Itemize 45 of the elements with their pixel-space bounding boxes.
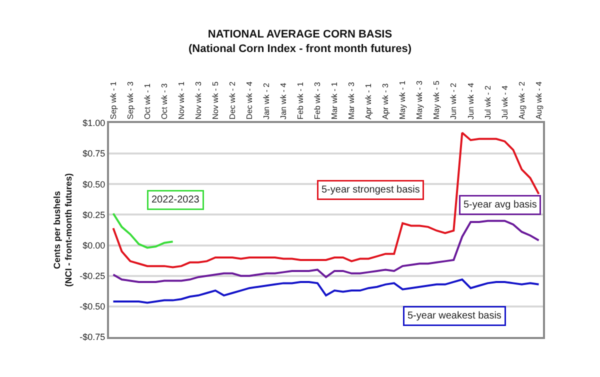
line-series <box>112 212 174 249</box>
y-tick-label: -$0.75 <box>80 332 106 342</box>
x-tick-label: Mar wk - 3 <box>347 82 356 120</box>
y-tick-label: $0.75 <box>82 148 106 159</box>
x-tick-label: Nov wk - 3 <box>194 81 203 120</box>
chart-title: NATIONAL AVERAGE CORN BASIS <box>208 28 392 41</box>
x-tick-label: Aug wk - 4 <box>534 81 544 120</box>
x-tick-label: May wk - 3 <box>415 80 424 120</box>
x-tick-label: Jan wk - 2 <box>262 82 272 120</box>
line-series <box>112 278 540 304</box>
text: 2022-2023 <box>152 194 200 206</box>
text: 5-year strongest basis <box>322 184 420 196</box>
x-tick-label: Jul wk - 4 <box>500 85 510 120</box>
x-tick-label: Sep wk - 3 <box>126 81 135 120</box>
line-series <box>112 132 540 268</box>
x-tick-label: Jan wk - 4 <box>279 82 288 120</box>
x-tick-label: Apr wk - 1 <box>364 82 374 120</box>
x-tick-label: Feb wk - 1 <box>296 82 306 120</box>
x-tick-label: Jun wk - 4 <box>466 82 476 120</box>
y-tick-label: $0.50 <box>82 179 106 190</box>
x-tick-label: Oct wk - 3 <box>160 82 169 120</box>
x-tick-label: Sep wk - 1 <box>108 81 118 120</box>
series-label: 5-year avg basis <box>464 200 537 210</box>
x-tick-label: Jul wk - 2 <box>483 85 492 120</box>
x-tick-label: Jun wk - 2 <box>449 82 458 120</box>
line-series <box>112 220 540 283</box>
y-tick-label: -$0.25 <box>80 271 106 282</box>
y-tick-label: -$0.50 <box>80 302 106 312</box>
x-tick-label: Aug wk - 2 <box>517 81 526 120</box>
x-tick-label: Dec wk - 4 <box>245 81 254 120</box>
chart-subtitle: (National Corn Index - front month futures) <box>188 43 412 55</box>
x-tick-label: Nov wk - 1 <box>176 81 186 120</box>
x-tick-label: Oct wk - 1 <box>142 82 152 120</box>
x-tick-label: Nov wk - 5 <box>210 81 220 120</box>
y-tick-label: $0.00 <box>82 240 106 250</box>
y-tick-label: $0.25 <box>82 210 106 220</box>
x-tick-label: Mar wk - 1 <box>330 82 340 120</box>
x-tick-label: Apr wk - 3 <box>381 82 390 120</box>
x-tick-label: May wk - 1 <box>398 80 408 120</box>
y-tick-label: $1.00 <box>82 118 106 128</box>
text: 5-year weakest basis <box>408 310 502 322</box>
x-tick-label: Dec wk - 2 <box>228 81 237 120</box>
y-axis-title: Cents per bushels (NCI - front-month futures) <box>52 173 74 287</box>
x-tick-label: Feb wk - 3 <box>313 82 322 120</box>
x-tick-label: May wk - 5 <box>432 80 442 120</box>
